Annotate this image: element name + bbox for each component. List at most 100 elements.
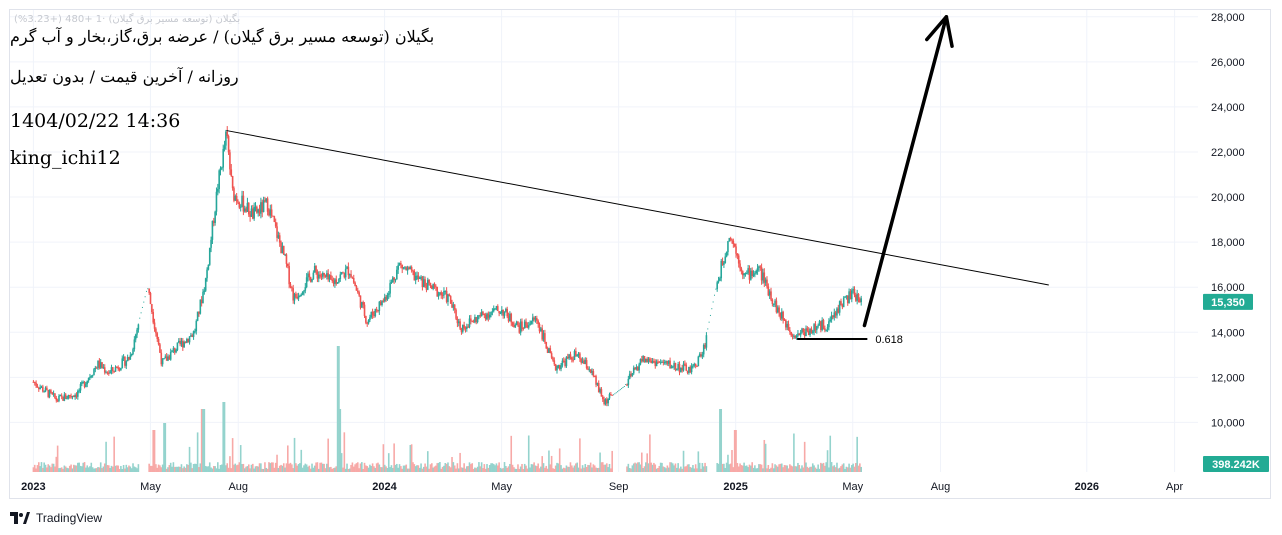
volume-bar [649,434,651,472]
candle-body [60,395,63,397]
candle-body [573,351,576,360]
candle-body [400,263,402,265]
candle-body [447,294,449,302]
candle-body [361,302,363,308]
candle-body [308,273,311,278]
candle-body [677,363,679,370]
volume-bar [696,468,698,472]
candle-body [214,211,216,224]
candle-body [401,264,404,269]
candle-body [179,340,181,345]
volume-bar [198,467,200,472]
tradingview-brand[interactable]: TradingView [10,509,102,527]
candle-body [319,274,321,277]
candle-body [802,328,805,333]
candle-body [659,362,662,364]
candle-dot [625,384,627,386]
candle-body [243,208,246,212]
volume-bar [51,463,54,472]
volume-bar [40,462,43,472]
candle-body [502,309,504,316]
x-tick-label: Apr [1166,481,1183,493]
candle-body [752,274,755,276]
candle-body [846,295,849,304]
candle-body [199,299,202,314]
candle-body [405,267,408,271]
candle-dot [619,389,621,391]
candle-body [663,362,666,364]
candle-body [480,311,483,317]
candle-body [643,356,646,363]
candle-body [223,145,226,149]
volume-bar [188,446,191,472]
candle-body [599,389,601,393]
candle-body [316,271,319,279]
candle-body [782,311,784,320]
volume-bar [351,462,354,472]
candle-dot [715,288,717,290]
volume-bar [764,443,767,472]
candle-body [247,202,250,215]
volume-bar [163,423,165,472]
volume-bar [542,463,545,472]
candle-body [824,328,826,331]
candle-body [289,284,292,288]
volume-bar [585,466,588,472]
candle-body [511,322,514,326]
candle-body [231,175,234,189]
volume-bar [805,462,807,472]
candle-body [387,293,390,295]
candle-body [553,360,556,365]
candle-body [600,389,603,397]
candle-body [807,330,810,336]
volume-bar [107,465,110,472]
volume-bar [723,463,725,472]
volume-bar [239,445,242,472]
volume-bar [316,462,319,472]
volume-bar [725,462,728,472]
volume-bar [690,467,693,472]
volume-bar [529,467,531,472]
candle-body [106,372,109,374]
candle-dot [709,314,711,316]
candle-body [673,362,675,367]
candle-body [418,277,421,280]
volume-bar [850,465,853,472]
volume-bar [793,433,795,472]
author-name: king_ichi12 [10,147,121,169]
volume-bar [180,464,183,472]
candle-body [282,246,285,255]
volume-bar [324,468,327,472]
candle-body [575,351,577,356]
candle-body [457,321,460,324]
volume-bar [204,465,207,472]
volume-bar [705,466,708,472]
candle-body [75,394,78,397]
volume-bar [635,463,638,472]
volume-bar [670,462,673,472]
volume-bar [59,467,62,472]
candle-body [786,323,788,328]
candle-body [754,273,756,275]
candle-body [383,296,386,302]
volume-bar [686,464,689,472]
candle-body [116,367,118,369]
candle-body [285,254,288,264]
volume-bar [572,467,574,472]
candle-body [601,396,604,400]
volume-bar [350,464,352,472]
volume-bar [478,462,480,472]
volume-bar [285,463,288,472]
candle-body [137,324,140,330]
candle-body [641,359,643,362]
candle-body [396,269,398,280]
volume-bar [332,468,335,472]
candle-body [638,364,640,371]
candle-body [780,311,783,319]
volume-bar [684,466,686,472]
candle-body [335,279,338,284]
volume-bar [64,466,67,472]
volume-bar [424,463,426,472]
volume-bar [160,467,163,472]
